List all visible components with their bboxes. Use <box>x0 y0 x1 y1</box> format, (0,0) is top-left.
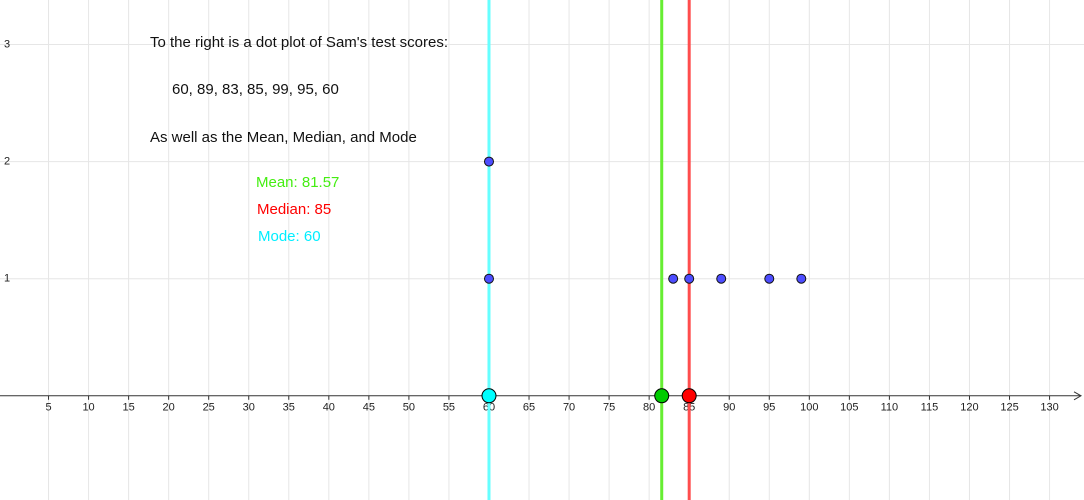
y-tick-label: 1 <box>4 273 10 285</box>
dot <box>483 273 494 284</box>
x-tick-label: 25 <box>203 402 215 414</box>
x-tick-label: 10 <box>82 402 94 414</box>
x-tick-label: 110 <box>881 402 899 414</box>
dot <box>716 273 727 284</box>
x-tick-label: 125 <box>1000 402 1018 414</box>
x-tick-label: 75 <box>603 402 615 414</box>
x-tick-label: 130 <box>1040 402 1058 414</box>
reference-label: Mode: 60 <box>258 228 321 245</box>
annotation: As well as the Mean, Median, and Mode <box>150 129 417 146</box>
x-tick-label: 100 <box>800 402 818 414</box>
x-tick-label: 120 <box>960 402 978 414</box>
x-tick-label: 95 <box>763 402 775 414</box>
dot <box>668 273 679 284</box>
dot <box>764 273 775 284</box>
x-tick-label: 105 <box>840 402 858 414</box>
reference-label: Mean: 81.57 <box>256 174 339 191</box>
annotation: To the right is a dot plot of Sam's test… <box>150 34 448 51</box>
x-tick-label: 65 <box>523 402 535 414</box>
dot <box>796 273 807 284</box>
x-tick-label: 40 <box>323 402 335 414</box>
dot <box>483 156 494 167</box>
x-tick-label: 5 <box>45 402 51 414</box>
x-tick-label: 35 <box>283 402 295 414</box>
x-tick-label: 70 <box>563 402 575 414</box>
x-tick-label: 50 <box>403 402 415 414</box>
x-tick-label: 30 <box>243 402 255 414</box>
x-tick-label: 55 <box>443 402 455 414</box>
x-tick-label: 15 <box>122 402 134 414</box>
dot <box>684 273 695 284</box>
y-tick-label: 3 <box>4 38 10 50</box>
annotation: 60, 89, 83, 85, 99, 95, 60 <box>172 81 339 98</box>
reference-point <box>681 388 697 404</box>
y-tick-label: 2 <box>4 155 10 167</box>
reference-point <box>654 388 670 404</box>
x-tick-label: 45 <box>363 402 375 414</box>
x-tick-label: 115 <box>921 402 939 414</box>
axis-arrow <box>1073 391 1083 401</box>
reference-point <box>481 388 497 404</box>
x-tick-label: 90 <box>723 402 735 414</box>
reference-label: Median: 85 <box>257 201 331 218</box>
x-tick-label: 80 <box>643 402 655 414</box>
x-tick-label: 20 <box>163 402 175 414</box>
